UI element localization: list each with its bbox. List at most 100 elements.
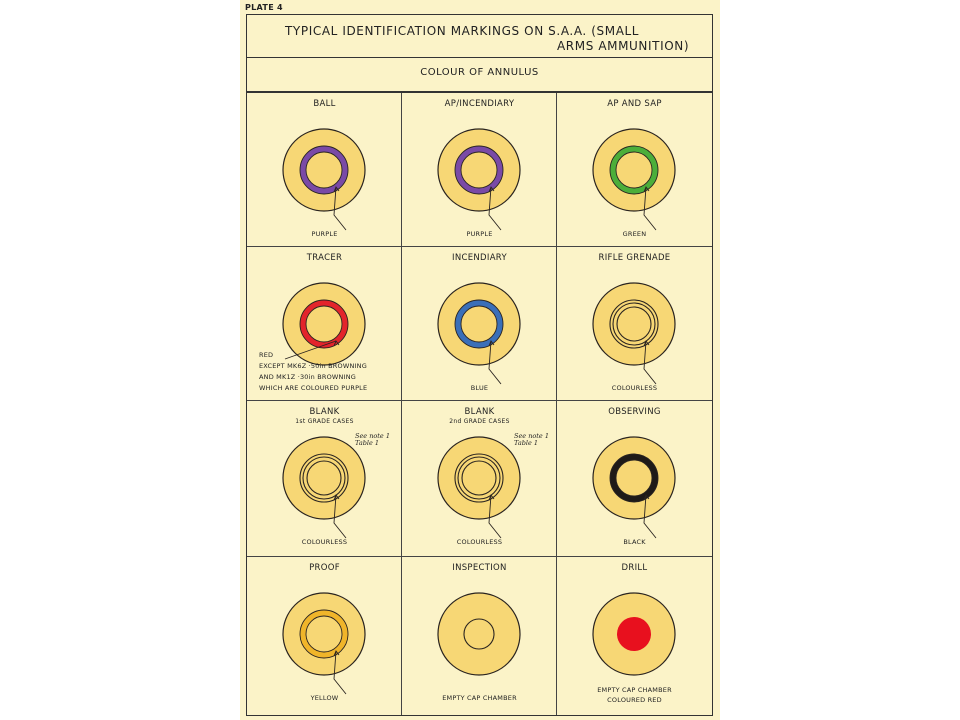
annulus-line bbox=[457, 456, 501, 500]
leader-line bbox=[333, 494, 347, 539]
cartridge-head-diagram bbox=[592, 282, 676, 385]
marking-cell: PROOF YELLOW bbox=[247, 557, 402, 712]
grid-divider bbox=[247, 556, 712, 558]
label-line: RED bbox=[259, 351, 274, 359]
annulus-line bbox=[612, 302, 656, 346]
grid-divider bbox=[247, 400, 712, 402]
marking-cell: AP AND SAP GREEN bbox=[557, 93, 712, 248]
cell-title: AP AND SAP bbox=[607, 99, 662, 109]
cartridge-head-diagram bbox=[437, 592, 521, 676]
title-line-2: ARMS AMMUNITION) bbox=[557, 39, 690, 53]
primer-cap bbox=[305, 615, 343, 653]
subtitle: COLOUR OF ANNULUS bbox=[420, 67, 539, 78]
annulus-outer-edge bbox=[454, 453, 504, 503]
annulus-colour-label: BLUE bbox=[470, 384, 489, 392]
marking-cell: RIFLE GRENADE COLOURLESS bbox=[557, 247, 712, 402]
annulus bbox=[300, 146, 348, 194]
annulus bbox=[610, 454, 658, 502]
leader-line bbox=[284, 340, 337, 360]
marking-cell: INCENDIARY BLUE bbox=[402, 247, 557, 402]
annulus-outer-edge bbox=[299, 453, 349, 503]
annulus-colour-label: COLOURLESS bbox=[611, 384, 658, 392]
annulus-outer-edge bbox=[609, 145, 659, 195]
marking-cell: INSPECTION EMPTY CAP CHAMBER bbox=[402, 557, 557, 712]
annulus-colour-label: COLOURLESS bbox=[456, 538, 503, 546]
leader-arrow bbox=[488, 494, 495, 501]
label-line: COLOURED RED bbox=[607, 696, 662, 704]
leader-arrow bbox=[643, 186, 650, 193]
cell-title: PROOF bbox=[309, 563, 340, 573]
annulus-outer-edge bbox=[609, 299, 659, 349]
cell-note: See note 1 Table 1 bbox=[514, 432, 549, 447]
primer-cap bbox=[305, 305, 343, 343]
cartridge-head-diagram bbox=[437, 436, 521, 539]
annulus-colour-label: PURPLE bbox=[466, 230, 493, 238]
marking-cell: TRACER RED EXCEPT MK6Z ·50in BROWNING AND M… bbox=[247, 247, 402, 402]
primer-cap bbox=[306, 460, 342, 496]
leader-line bbox=[488, 186, 502, 231]
annulus bbox=[455, 300, 503, 348]
leader-line bbox=[643, 340, 657, 385]
marking-cell: AP/INCENDIARY PURPLE bbox=[402, 93, 557, 248]
cartridge-head-diagram bbox=[437, 282, 521, 385]
cell-title: BLANK bbox=[309, 407, 340, 417]
leader-arrow bbox=[333, 650, 340, 657]
marking-cell: BALL PURPLE bbox=[247, 93, 402, 248]
annulus-colour-label: EMPTY CAP CHAMBER bbox=[442, 694, 517, 702]
annulus bbox=[300, 610, 348, 658]
primer-cap bbox=[615, 459, 653, 497]
leader-arrow bbox=[643, 340, 650, 347]
leader-arrow bbox=[643, 494, 650, 501]
cell-subtitle: 2nd GRADE CASES bbox=[449, 418, 510, 425]
annulus-colour-label: RED EXCEPT MK6Z ·50in BROWNING AND MK1Z ·3… bbox=[259, 350, 367, 394]
primer-cap bbox=[616, 306, 652, 342]
annulus-outer-edge bbox=[609, 453, 659, 503]
leader-line bbox=[333, 186, 347, 231]
leader-arrow bbox=[488, 186, 495, 193]
marking-cell: DRILL EMPTY CAP CHAMBER COLOURED RED bbox=[557, 557, 712, 712]
primer-cap bbox=[461, 460, 497, 496]
cartridge-head-diagram bbox=[592, 128, 676, 231]
marking-cell: BLANK 1st GRADE CASES See note 1 Table 1 CO… bbox=[247, 401, 402, 556]
primer-cap bbox=[305, 151, 343, 189]
leader-line bbox=[488, 494, 502, 539]
cell-title: DRILL bbox=[621, 563, 648, 573]
leader-arrow bbox=[488, 340, 495, 347]
cell-subtitle: 1st GRADE CASES bbox=[295, 418, 354, 425]
annulus-colour-label: EMPTY CAP CHAMBER COLOURED RED bbox=[557, 685, 712, 705]
cell-title: OBSERVING bbox=[608, 407, 661, 417]
cartridge-head-diagram bbox=[282, 592, 366, 695]
leader-line bbox=[333, 650, 347, 695]
annulus-outer-edge bbox=[454, 145, 504, 195]
subtitle-box: COLOUR OF ANNULUS bbox=[246, 57, 713, 92]
cell-title: RIFLE GRENADE bbox=[598, 253, 671, 263]
cartridge-head-diagram bbox=[592, 436, 676, 539]
annulus-line bbox=[302, 456, 346, 500]
label-line: EXCEPT MK6Z ·50in BROWNING bbox=[259, 362, 367, 370]
annulus-outer-edge bbox=[299, 609, 349, 659]
label-line: EMPTY CAP CHAMBER bbox=[597, 686, 672, 694]
cell-title: INSPECTION bbox=[452, 563, 507, 573]
empty-cap-chamber-red bbox=[617, 617, 651, 651]
grid-divider bbox=[401, 93, 403, 715]
marking-grid: BALL PURPLE AP/INCENDIARY PURPLE AP AND SAP G… bbox=[246, 92, 713, 716]
marking-cell: OBSERVING BLACK bbox=[557, 401, 712, 556]
cell-title: TRACER bbox=[306, 253, 343, 263]
label-line: WHICH ARE COLOURED PURPLE bbox=[259, 384, 368, 392]
empty-cap-chamber bbox=[463, 618, 495, 650]
annulus-colour-label: PURPLE bbox=[311, 230, 338, 238]
cartridge-head-diagram bbox=[282, 128, 366, 231]
annulus-colour-label: GREEN bbox=[622, 230, 647, 238]
leader-arrow bbox=[333, 494, 340, 501]
leader-arrow bbox=[333, 186, 340, 193]
grid-divider bbox=[247, 246, 712, 248]
leader-arrow bbox=[333, 340, 340, 347]
cartridge-head-diagram bbox=[282, 436, 366, 539]
title-box: TYPICAL IDENTIFICATION MARKINGS ON S.A.A… bbox=[246, 14, 713, 58]
plate-label: PLATE 4 bbox=[245, 3, 283, 12]
leader-line bbox=[643, 494, 657, 539]
label-line: AND MK1Z ·30in BROWNING bbox=[259, 373, 357, 381]
annulus-outer-edge bbox=[299, 145, 349, 195]
annulus-outer-edge bbox=[299, 299, 349, 349]
grid-divider bbox=[556, 93, 558, 715]
